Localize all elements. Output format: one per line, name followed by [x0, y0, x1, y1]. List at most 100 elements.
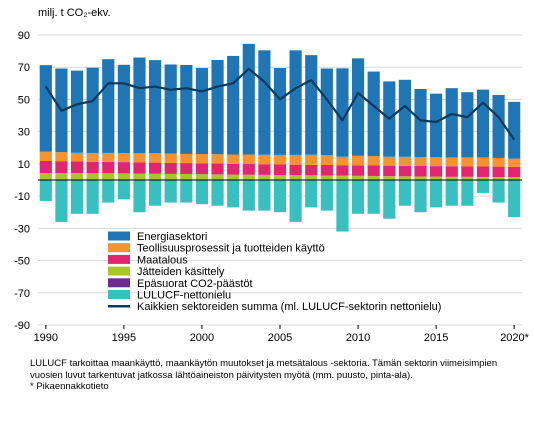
bar-segment: [273, 154, 287, 165]
bar-segment: [86, 180, 99, 214]
legend-label: Maatalous: [137, 254, 188, 266]
bar-segment: [39, 65, 52, 152]
bar-segment: [273, 180, 287, 213]
bar-segment: [133, 162, 146, 174]
bar-segment: [492, 94, 505, 158]
bar-segment: [445, 180, 458, 206]
bar-segment: [430, 176, 443, 180]
bar-segment: [55, 152, 68, 162]
bar-segment: [445, 166, 458, 177]
bar-segment: [273, 175, 287, 180]
bar-segment: [195, 68, 209, 155]
bar-segment: [320, 175, 333, 180]
bar-segment: [461, 176, 474, 180]
bar-segment: [195, 180, 209, 205]
bar-segment: [305, 154, 318, 165]
bar-segment: [414, 165, 427, 177]
bar-segment: [445, 176, 458, 180]
bar-segment: [70, 173, 84, 180]
y-tick-label: 50: [18, 94, 30, 106]
x-tick-labels: 1990 1995 2000 2005 2010 2015 2020*: [34, 325, 530, 344]
bar-segment: [305, 164, 318, 176]
footnote-lulucf-note: LULUCF tarkoittaa maankäyttö, maankäytön…: [30, 358, 498, 381]
bar-segment: [70, 70, 84, 153]
bar-segment: [289, 154, 302, 165]
x-tick-label: 2010: [346, 332, 370, 344]
y-tick-label: 70: [18, 62, 30, 74]
bar-segment: [133, 173, 146, 180]
bar-segment: [195, 154, 209, 164]
bar-segment: [258, 50, 271, 155]
bar-segment: [336, 68, 349, 157]
x-tick-label: 1990: [34, 332, 58, 344]
emissions-chart: milj. t CO₂-ekv. 90 70 50 30 10 -10 -30 -50 -70 -…: [14, 7, 530, 344]
bar-segment: [55, 173, 68, 180]
bar-segment: [164, 180, 177, 203]
bar-segment: [383, 165, 396, 177]
total-sum-line: [44, 67, 516, 141]
bar-segment: [180, 153, 193, 164]
bar-segment: [227, 180, 240, 208]
footnote-preliminary-note: * Pikaennakkotieto: [30, 381, 109, 392]
bar-segment: [445, 88, 458, 158]
bar-segment: [117, 180, 130, 200]
bar-segment: [305, 55, 318, 155]
bar-segment: [102, 161, 115, 174]
y-tick-label: -50: [14, 256, 30, 268]
bar-segment: [461, 92, 474, 158]
bar-segment: [117, 64, 130, 154]
legend-swatch: [108, 231, 130, 241]
bar-segment: [117, 162, 130, 174]
bar-segment: [242, 154, 255, 165]
bar-segment: [305, 180, 318, 208]
bar-segment: [289, 164, 302, 176]
bar-segment: [414, 176, 427, 180]
y-tick-labels: 90 70 50 30 10 -10 -30 -50 -70 -90: [14, 30, 30, 332]
bar-segment: [242, 180, 255, 211]
bar-segment: [86, 173, 99, 180]
bar-segment: [86, 67, 99, 153]
bar-segment: [164, 153, 177, 163]
bar-segment: [414, 156, 427, 166]
bar-segment: [180, 180, 193, 203]
bar-segment: [476, 89, 490, 158]
bar-segment: [55, 161, 68, 174]
bar-segment: [367, 71, 380, 157]
bar-segment: [39, 173, 52, 180]
bar-segment: [492, 157, 505, 167]
bar-segment: [320, 165, 333, 176]
x-tick-label: 2005: [268, 332, 292, 344]
bar-segment: [70, 161, 84, 174]
legend-label: Energiasektori: [137, 231, 207, 243]
bar-segment: [211, 59, 224, 155]
bar-segment: [383, 176, 396, 180]
legend-swatch: [108, 243, 130, 253]
bar-segment: [149, 60, 162, 154]
bar-segment: [508, 166, 521, 178]
x-tick-label: 2020*: [500, 332, 529, 344]
bar-segment: [149, 180, 162, 206]
bar-segment: [289, 180, 302, 222]
legend-label: LULUCF-nettonielu: [137, 290, 231, 302]
bar-segment: [508, 158, 521, 167]
bar-segment: [164, 162, 177, 174]
bar-segment: [211, 163, 224, 175]
bar-segment: [149, 162, 162, 174]
bar-segment: [70, 152, 84, 162]
y-axis-unit-label: milj. t CO₂-ekv.: [38, 7, 111, 19]
bar-segment: [70, 180, 84, 214]
bar-segment: [102, 180, 115, 203]
bar-segment: [117, 173, 130, 180]
bar-segment: [102, 173, 115, 180]
legend-swatch: [108, 254, 130, 264]
bar-segment: [351, 180, 365, 214]
bar-segment: [39, 151, 52, 161]
y-tick-label: 30: [18, 127, 30, 139]
bar-segment: [461, 180, 474, 206]
bar-segment: [211, 174, 224, 180]
y-tick-label: 90: [18, 30, 30, 42]
bar-segment: [320, 68, 333, 156]
bar-segment: [180, 163, 193, 175]
bar-segment: [258, 180, 271, 211]
bar-segment: [414, 88, 427, 157]
